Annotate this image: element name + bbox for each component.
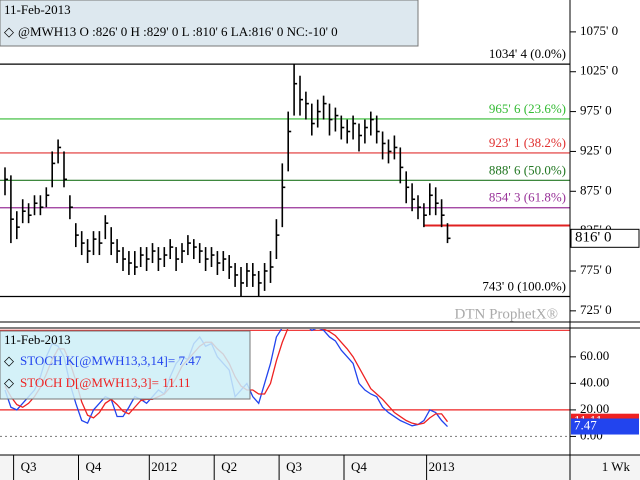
legend-diamond: ◇ [4,353,14,368]
legend-box [0,330,251,400]
legend-entry: STOCH K[@MWH13,3,14]= 7.47 [20,353,202,368]
y-tick-label: 60.00 [580,348,609,363]
x-tick-label: 2013 [429,459,455,474]
x-tick-label: Q4 [351,459,367,474]
header-box [0,0,419,47]
last-value-label: 7.47 [574,418,597,433]
legend-diamond: ◇ [4,375,14,390]
x-tick-label: 2012 [151,459,177,474]
fib-label: 888' 6 (50.0%) [489,162,566,177]
header-date: 11-Feb-2013 [4,2,71,17]
interval-label: 1 Wk [602,459,631,474]
y-tick-label: 975' 0 [580,103,612,118]
fib-label: 1034' 4 (0.0%) [489,46,566,61]
x-tick-label: Q2 [221,459,237,474]
y-tick-label: 925' 0 [580,142,612,157]
header-quote: @MWH13 O :826' 0 H :829' 0 L :810' 6 LA:… [18,24,338,39]
x-tick-label: Q3 [286,459,302,474]
x-tick-label: Q3 [21,459,37,474]
y-tick-label: 1075' 0 [580,23,618,38]
fib-label: 743' 0 (100.0%) [482,278,566,293]
y-tick-label: 725' 0 [580,302,612,317]
y-tick-label: 40.00 [580,374,609,389]
x-axis-band [0,455,640,480]
watermark: DTN ProphetX® [455,306,558,322]
y-tick-label: 1025' 0 [580,63,618,78]
legend-entry: STOCH D[@MWH13,3]= 11.11 [20,375,191,390]
y-tick-label: 875' 0 [580,182,612,197]
last-price-label: 816' 0 [575,230,611,246]
fib-label: 965' 6 (23.6%) [489,101,566,116]
x-tick-label: Q4 [86,459,102,474]
y-tick-label: 20.00 [580,401,609,416]
fib-label: 923' 1 (38.2%) [489,135,566,150]
last-price-box [570,228,640,248]
last-value-box [571,418,639,435]
fib-label: 854' 3 (61.8%) [489,190,566,205]
header-diamond: ◇ [4,24,14,39]
legend-date: 11-Feb-2013 [4,332,71,347]
y-tick-label: 775' 0 [580,262,612,277]
